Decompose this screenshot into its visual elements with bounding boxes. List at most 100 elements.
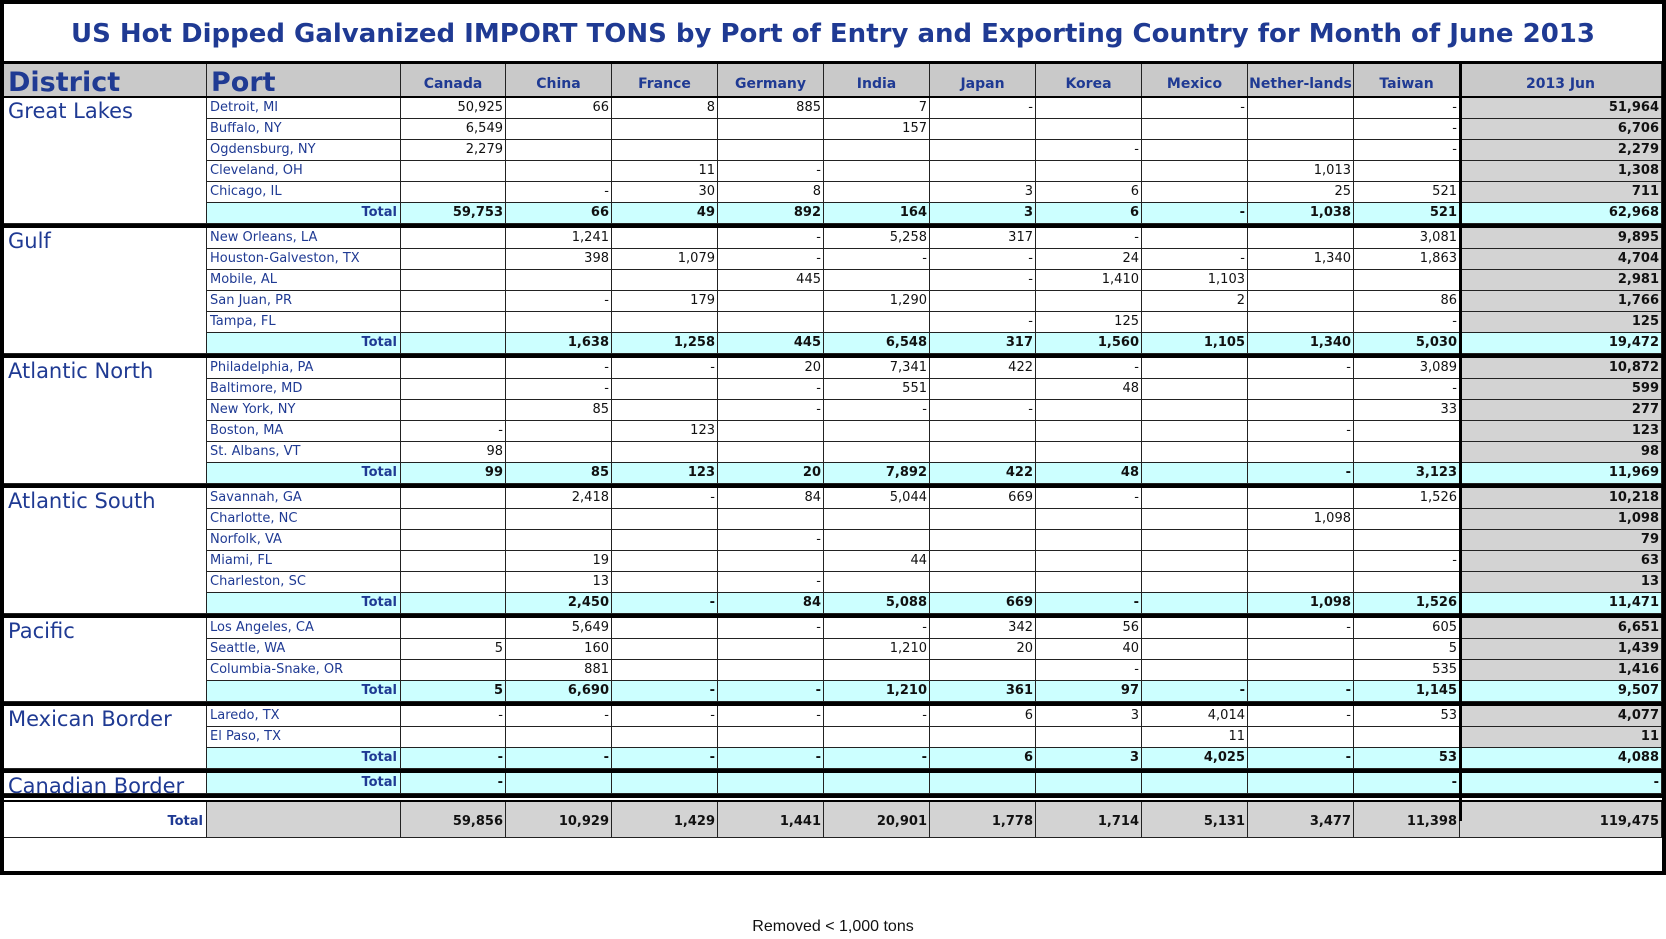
table-cell-value [506,140,612,161]
row-total-value: 599 [1460,379,1662,400]
port-tampa-fl: Tampa, FL [207,312,401,333]
district-total-value: - [1248,681,1354,702]
table-cell-value [1142,660,1248,681]
table-cell-value: - [1248,618,1354,639]
import-table: District Port Canada China France Germany Indi… [4,61,1662,838]
row-total-value: 1,766 [1460,291,1662,312]
district-total-value: - [718,748,824,769]
table-cell-value: - [1354,140,1460,161]
table-cell-value: - [612,488,718,509]
table-cell-value [930,421,1036,442]
table-cell-value: 157 [824,119,930,140]
row-total-value: 4,077 [1460,706,1662,727]
table-cell-value [930,572,1036,593]
district-total-value: 445 [718,333,824,354]
table-cell-value [506,442,612,463]
table-cell-value: 84 [718,488,824,509]
table-cell-value [612,727,718,748]
table-cell-value: 13 [506,572,612,593]
table-cell-value [1248,140,1354,161]
row-total-value: 79 [1460,530,1662,551]
table-cell-value [1248,660,1354,681]
table-cell-value: 11 [1142,727,1248,748]
table-cell-value: - [1354,119,1460,140]
table-cell-value: 44 [824,551,930,572]
column-header-germany: Germany [718,64,824,98]
district-total-value: 49 [612,203,718,224]
district-total-value [1142,773,1248,794]
table-cell-value: - [612,706,718,727]
table-cell-value: 885 [718,98,824,119]
port-new-york-ny: New York, NY [207,400,401,421]
district-total-value: - [1354,773,1460,794]
district-atlantic-south: Atlantic South [4,488,207,614]
table-cell-value: - [1248,421,1354,442]
district-total-value: 1,340 [1248,333,1354,354]
district-mexican-border: Mexican Border [4,706,207,769]
table-cell-value: 342 [930,618,1036,639]
table-cell-value: 53 [1354,706,1460,727]
row-total-value: 2,981 [1460,270,1662,291]
table-cell-value [506,312,612,333]
column-header-france: France [612,64,718,98]
table-cell-value: 160 [506,639,612,660]
grand-total-value: 11,398 [1354,802,1460,838]
table-cell-value [930,119,1036,140]
port-charleston-sc: Charleston, SC [207,572,401,593]
district-total-value: 4,025 [1142,748,1248,769]
table-cell-value: 3,089 [1354,358,1460,379]
table-cell-value [1142,400,1248,421]
table-cell-value: - [718,161,824,182]
column-header-japan: Japan [930,64,1036,98]
table-cell-value [1142,182,1248,203]
table-cell-value [1036,509,1142,530]
table-cell-value [1248,228,1354,249]
district-total-label: Total [207,203,401,224]
table-cell-value [401,249,506,270]
grand-total-value: 59,856 [401,802,506,838]
district-total-value: 361 [930,681,1036,702]
table-cell-value [401,488,506,509]
table-cell-value: 123 [612,421,718,442]
table-cell-value [612,119,718,140]
row-total-value: 6,651 [1460,618,1662,639]
table-cell-value [612,509,718,530]
district-total-value: 5,088 [824,593,930,614]
port-chicago-il: Chicago, IL [207,182,401,203]
row-total-value: 13 [1460,572,1662,593]
column-header-taiwan: Taiwan [1354,64,1460,98]
table-cell-value [1248,530,1354,551]
port-laredo-tx: Laredo, TX [207,706,401,727]
district-total-value [718,773,824,794]
row-total-value: 1,439 [1460,639,1662,660]
district-total-value: 521 [1354,203,1460,224]
table-cell-value: - [824,618,930,639]
table-cell-value: - [401,421,506,442]
row-total-value: 63 [1460,551,1662,572]
table-cell-value: 4,014 [1142,706,1248,727]
table-cell-value [1036,421,1142,442]
table-cell-value: 25 [1248,182,1354,203]
district-total-value: - [612,593,718,614]
table-cell-value: 40 [1036,639,1142,660]
district-total-value [824,773,930,794]
port-baltimore-md: Baltimore, MD [207,379,401,400]
table-cell-value [718,312,824,333]
table-cell-value [401,312,506,333]
table-cell-value [1354,727,1460,748]
table-cell-value [401,660,506,681]
table-cell-value [1142,572,1248,593]
table-cell-value: 179 [612,291,718,312]
year-column-divider [1459,64,1462,821]
table-cell-value: 48 [1036,379,1142,400]
table-cell-value [1036,291,1142,312]
table-cell-value [401,618,506,639]
table-cell-value: - [718,530,824,551]
table-cell-value [824,312,930,333]
table-cell-value [930,727,1036,748]
table-cell-value [612,270,718,291]
table-cell-value: - [506,358,612,379]
table-cell-value: - [824,706,930,727]
table-cell-value [1354,509,1460,530]
column-header-district: District [4,64,207,98]
